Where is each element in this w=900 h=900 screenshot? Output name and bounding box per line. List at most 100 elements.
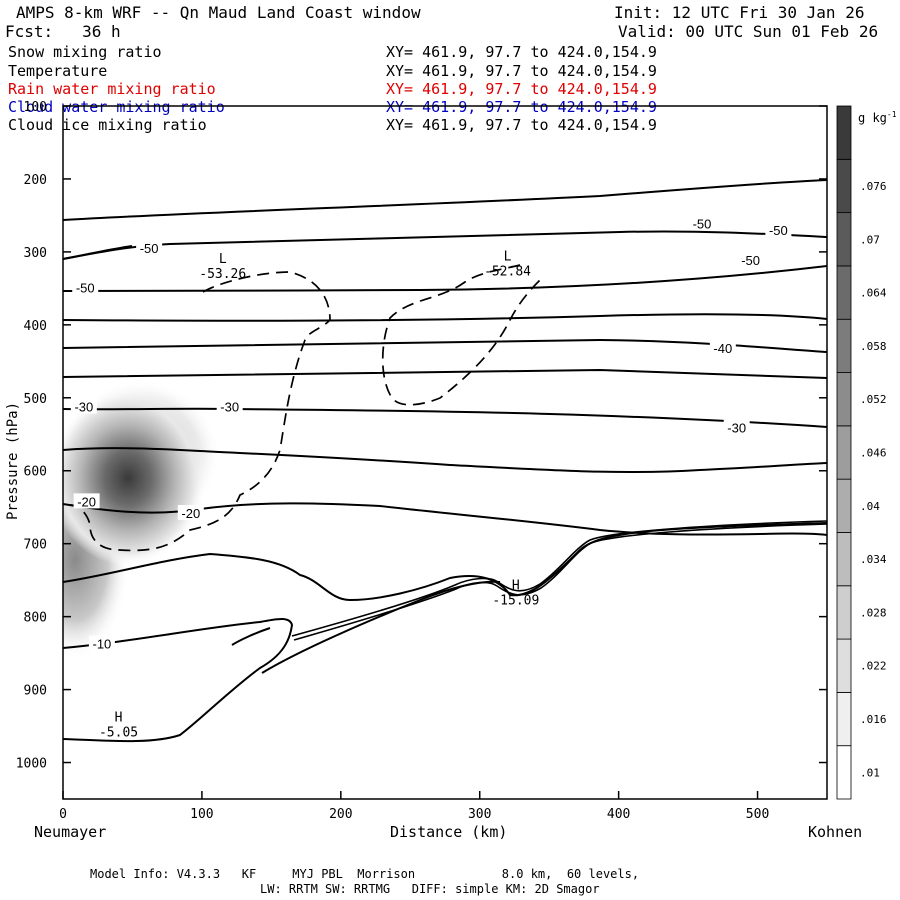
contour-label-bg <box>70 398 97 414</box>
contour-label-bg <box>72 279 99 295</box>
colorbar-bin <box>836 105 852 160</box>
forecast-hour: Fcst: 36 h <box>5 22 121 41</box>
y-tick-label: 600 <box>24 465 47 480</box>
field-xy-cloud-ice: XY= 461.9, 97.7 to 424.0,154.9 <box>386 116 657 134</box>
colorbar-bin <box>836 372 852 427</box>
colorbar-bin <box>836 158 852 214</box>
colorbar-label: .07 <box>860 233 880 246</box>
colorbar-label: .046 <box>860 447 887 460</box>
field-xy-rain: XY= 461.9, 97.7 to 424.0,154.9 <box>386 80 657 98</box>
right-endpoint-label: Kohnen <box>808 823 863 841</box>
temperature-contour-label: -20 <box>77 494 96 509</box>
temperature-contour-label: -30 <box>727 421 746 436</box>
x-tick-label: 200 <box>329 807 352 822</box>
contour-label-bg <box>88 635 115 651</box>
temperature-contour-label: -50 <box>741 253 760 268</box>
extremum-kind-h: H <box>115 711 123 726</box>
chart-title: AMPS 8-km WRF -- Qn Maud Land Coast wind… <box>16 3 421 22</box>
colorbar-bin <box>836 212 852 267</box>
y-tick-label: 1000 <box>16 757 47 772</box>
colorbar-label: .064 <box>860 287 887 300</box>
contour-label-bg <box>73 493 100 509</box>
field-name-cloud-water: Cloud water mixing ratio <box>8 98 225 116</box>
extremum-kind-l: L <box>219 252 227 267</box>
y-tick-label: 400 <box>24 319 47 334</box>
extremum-kind-l: L <box>504 250 512 265</box>
field-xy-temperature: XY= 461.9, 97.7 to 424.0,154.9 <box>386 62 657 80</box>
left-endpoint-label: Neumayer <box>34 823 107 841</box>
y-tick-label: 100 <box>24 100 47 115</box>
colorbar: .01 .016 .022 .028 .034 .04 .046 .052 .058 .064 .0… <box>836 105 887 800</box>
snow-maximum <box>63 390 206 566</box>
colorbar-bin <box>836 265 852 320</box>
y-tick-label: 800 <box>24 611 47 626</box>
extremum-value: -15.09 <box>492 594 539 609</box>
temperature-contour-label: -50 <box>693 216 712 231</box>
y-tick-label: 300 <box>24 246 47 261</box>
field-xy-snow: XY= 461.9, 97.7 to 424.0,154.9 <box>386 43 657 61</box>
x-tick-label: 0 <box>59 807 67 822</box>
colorbar-bin <box>836 478 852 533</box>
y-tick-label: 900 <box>24 684 47 699</box>
contour-label-bg <box>723 419 750 435</box>
y-tick-label: 500 <box>24 392 47 407</box>
field-name-temperature: Temperature <box>8 62 108 80</box>
field-name-snow: Snow mixing ratio <box>8 43 162 61</box>
terrain-contours <box>291 520 827 641</box>
x-tick-label: 300 <box>468 807 491 822</box>
x-tick-label: 400 <box>607 807 630 822</box>
x-axis-title: Distance (km) <box>390 823 508 841</box>
temperature-contour-label: -40 <box>713 341 732 356</box>
colorbar-label: .01 <box>860 766 880 779</box>
extremum-value: -53.26 <box>199 267 246 282</box>
colorbar-label: .076 <box>860 180 887 193</box>
field-name-cloud-ice: Cloud ice mixing ratio <box>8 116 207 134</box>
contour-label-bg <box>216 398 243 414</box>
contour-label-bg <box>136 240 163 256</box>
colorbar-label: .016 <box>860 713 887 726</box>
contour-label-bg <box>737 251 764 267</box>
model-info-line2: LW: RRTM SW: RRTMG DIFF: simple KM: 2D S… <box>260 882 600 896</box>
colorbar-label: .034 <box>860 553 887 566</box>
colorbar-bin <box>836 585 852 640</box>
contour-label-bg <box>688 215 715 231</box>
colorbar-bin <box>836 532 852 587</box>
x-tick-label: 500 <box>746 807 769 822</box>
colorbar-bin <box>836 638 852 693</box>
y-axis-title: Pressure (hPa) <box>5 401 21 520</box>
temperature-contour-label: -10 <box>92 637 111 652</box>
extremum-kind-h: H <box>512 579 520 594</box>
temperature-contour-label: -30 <box>74 400 93 415</box>
colorbar-label: .028 <box>860 606 887 619</box>
temperature-contour-label: -50 <box>140 241 159 256</box>
x-tick-label: 100 <box>190 807 213 822</box>
colorbar-label: .052 <box>860 393 887 406</box>
colorbar-bin <box>836 318 852 373</box>
colorbar-bin <box>836 745 852 800</box>
y-tick-label: 700 <box>24 538 47 553</box>
temperature-contour-label: -50 <box>76 281 95 296</box>
colorbar-label: .04 <box>860 500 880 513</box>
init-time: Init: 12 UTC Fri 30 Jan 26 <box>614 3 865 22</box>
contour-label-bg <box>709 340 736 356</box>
colorbar-label: .058 <box>860 340 887 353</box>
field-xy-cloud-water: XY= 461.9, 97.7 to 424.0,154.9 <box>386 98 657 116</box>
extremum-value: -52.84 <box>484 265 531 280</box>
contour-label-bg <box>177 505 204 521</box>
extremum-value: -5.05 <box>99 726 138 741</box>
plot-frame <box>62 105 828 800</box>
contour-label-bg <box>765 222 792 238</box>
colorbar-label: .022 <box>860 660 887 673</box>
colorbar-bin <box>836 425 852 480</box>
temperature-contour-label: -30 <box>220 400 239 415</box>
model-info-line1: Model Info: V4.3.3 KF MYJ PBL Morrison 8… <box>90 867 640 881</box>
colorbar-bin <box>836 691 852 747</box>
valid-time: Valid: 00 UTC Sun 01 Feb 26 <box>618 22 879 41</box>
temperature-contour-label: -20 <box>181 506 200 521</box>
field-name-rain: Rain water mixing ratio <box>8 80 216 98</box>
colorbar-unit: g kg-1 <box>858 110 897 125</box>
temperature-contour-label: -50 <box>769 223 788 238</box>
cloud-ice-contours <box>69 264 541 552</box>
y-tick-label: 200 <box>24 173 47 188</box>
